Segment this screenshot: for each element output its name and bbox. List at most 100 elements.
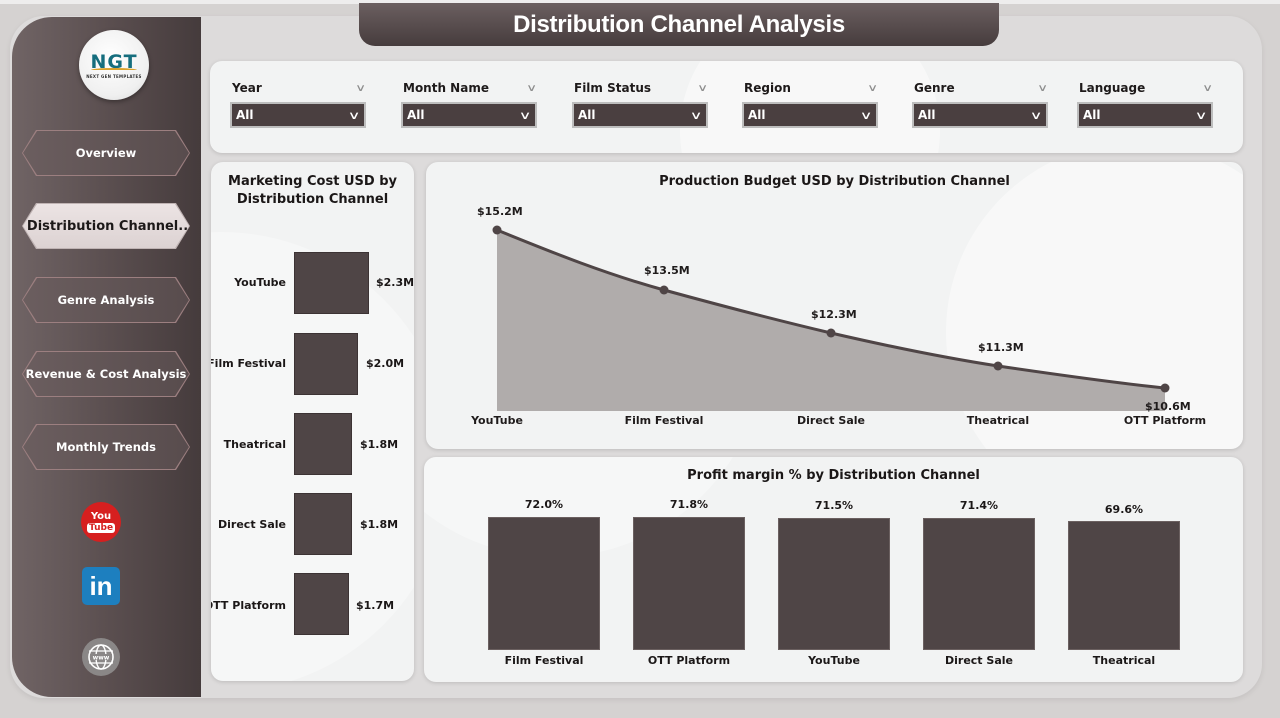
chart-title-line: Distribution Channel [236, 192, 389, 207]
bar-value: 71.4% [959, 499, 999, 512]
data-point[interactable] [492, 225, 502, 235]
chevron-down-icon[interactable]: ∨ [1036, 82, 1048, 94]
bar-category: OTT Platform [211, 599, 286, 612]
svg-text:www: www [93, 655, 110, 662]
globe-www-icon[interactable]: www [82, 638, 120, 676]
data-point[interactable] [1160, 383, 1170, 393]
bar-value: $2.3M [376, 276, 414, 289]
bar[interactable] [778, 518, 890, 650]
youtube-icon[interactable]: You Tube [81, 502, 121, 542]
bar-value: 71.5% [814, 499, 854, 512]
bar-value: $1.8M [360, 518, 399, 531]
youtube-text: You [90, 510, 112, 522]
x-axis-label: Film Festival [624, 414, 704, 427]
dropdown-value: All [578, 108, 596, 122]
bar-value: $1.7M [356, 599, 395, 612]
chart-title: Marketing Cost USD by Distribution Chann… [211, 173, 414, 209]
language-dropdown[interactable]: All ∨ [1077, 102, 1213, 128]
dropdown-value: All [918, 108, 936, 122]
nav-button-genre-analysis[interactable]: Genre Analysis [22, 277, 190, 323]
bar-category: Theatrical [1092, 654, 1156, 667]
bar-value: 69.6% [1104, 503, 1144, 516]
chevron-down-icon: ∨ [1029, 108, 1043, 122]
filter-label: Year [232, 81, 262, 95]
chevron-down-icon: ∨ [347, 108, 361, 122]
bar-category: OTT Platform [647, 654, 731, 667]
nav-button-overview[interactable]: Overview [22, 130, 190, 176]
bar[interactable] [633, 517, 745, 650]
nav-button-monthly-trends[interactable]: Monthly Trends [22, 424, 190, 470]
bar[interactable] [294, 252, 369, 314]
production-budget-chart: Production Budget USD by Distribution Ch… [426, 162, 1243, 449]
x-axis-label: Theatrical [966, 414, 1030, 427]
chevron-down-icon: ∨ [689, 108, 703, 122]
bar-category: YouTube [234, 276, 286, 289]
filter-film-status: Film Status ∨ All ∨ [572, 80, 708, 128]
chevron-down-icon[interactable]: ∨ [354, 82, 366, 94]
bar-category: Direct Sale [218, 518, 286, 531]
bar[interactable] [294, 573, 349, 635]
filter-panel: Year ∨ All ∨ Month Name ∨ All ∨ Film Status ∨… [210, 61, 1243, 153]
bar[interactable] [923, 518, 1035, 650]
bar-category: YouTube [808, 654, 860, 667]
genre-dropdown[interactable]: All ∨ [912, 102, 1048, 128]
logo-text: NGT [90, 50, 138, 73]
linkedin-icon[interactable]: in [82, 567, 120, 605]
bar[interactable] [1068, 521, 1180, 650]
film-status-dropdown[interactable]: All ∨ [572, 102, 708, 128]
bar-value: 72.0% [524, 498, 564, 511]
nav-label: Overview [75, 146, 137, 160]
month-name-dropdown[interactable]: All ∨ [401, 102, 537, 128]
data-point[interactable] [659, 285, 669, 295]
filter-label: Genre [914, 81, 955, 95]
filter-label: Month Name [403, 81, 489, 95]
bar-category: Theatrical [223, 438, 286, 451]
chevron-down-icon[interactable]: ∨ [866, 82, 878, 94]
chart-title: Profit margin % by Distribution Channel [687, 468, 980, 483]
filter-year: Year ∨ All ∨ [230, 80, 366, 128]
chevron-down-icon: ∨ [859, 108, 873, 122]
chart-title-line: Marketing Cost USD by [228, 174, 397, 189]
logo-swoosh-icon [91, 67, 137, 72]
profit-margin-chart: Profit margin % by Distribution Channel … [424, 457, 1243, 682]
ngt-logo[interactable]: NGT NEXT GEN TEMPLATES [79, 30, 149, 100]
data-label: $15.2M [477, 205, 523, 218]
nav-button-revenue-cost-analysis[interactable]: Revenue & Cost Analysis [22, 351, 190, 397]
bar[interactable] [294, 493, 352, 555]
youtube-text: Tube [86, 522, 116, 533]
linkedin-text: in [89, 570, 113, 601]
region-dropdown[interactable]: All ∨ [742, 102, 878, 128]
chevron-down-icon[interactable]: ∨ [696, 82, 708, 94]
x-axis-label: YouTube [471, 414, 523, 427]
filter-region: Region ∨ All ∨ [742, 80, 878, 128]
chevron-down-icon: ∨ [1194, 108, 1208, 122]
chevron-down-icon[interactable]: ∨ [1201, 82, 1213, 94]
bar-category: Direct Sale [945, 654, 1013, 667]
bar[interactable] [488, 517, 600, 650]
x-axis-label: Direct Sale [797, 414, 865, 427]
data-point[interactable] [826, 328, 836, 338]
data-label: $10.6M [1145, 400, 1191, 413]
nav-label: Monthly Trends [56, 440, 156, 454]
nav-label: Revenue & Cost Analysis [25, 367, 187, 381]
filter-label: Language [1079, 81, 1146, 95]
bar-category: Film Festival [504, 654, 584, 667]
nav-label: Genre Analysis [57, 293, 155, 307]
x-axis-label: OTT Platform [1123, 414, 1207, 427]
top-strip [0, 0, 1280, 4]
year-dropdown[interactable]: All ∨ [230, 102, 366, 128]
filter-genre: Genre ∨ All ∨ [912, 80, 1048, 128]
data-label: $13.5M [644, 264, 690, 277]
data-point[interactable] [993, 361, 1003, 371]
bar[interactable] [294, 413, 352, 475]
chevron-down-icon[interactable]: ∨ [525, 82, 537, 94]
page-title-bar: Distribution Channel Analysis [359, 3, 999, 46]
bar-value: 71.8% [669, 498, 709, 511]
dropdown-value: All [1083, 108, 1101, 122]
chart-title: Production Budget USD by Distribution Ch… [659, 174, 1010, 189]
dropdown-value: All [748, 108, 766, 122]
globe-icon: www [88, 644, 114, 670]
filter-label: Film Status [574, 81, 652, 95]
bar[interactable] [294, 333, 358, 395]
nav-button-distribution-channel[interactable]: Distribution Channel... [22, 203, 190, 249]
